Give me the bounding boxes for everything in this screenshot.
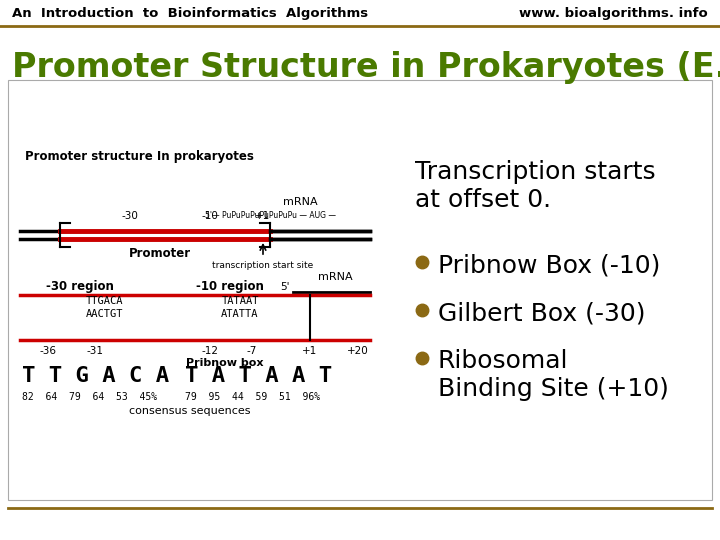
Text: +20: +20	[347, 346, 369, 356]
Text: -30 region: -30 region	[46, 280, 114, 293]
Text: www. bioalgorithms. info: www. bioalgorithms. info	[519, 8, 708, 21]
Text: -7: -7	[247, 346, 257, 356]
Text: An  Introduction  to  Bioinformatics  Algorithms: An Introduction to Bioinformatics Algori…	[12, 8, 368, 21]
Text: ATATTA: ATATTA	[221, 309, 258, 319]
Text: T A T A A T: T A T A A T	[185, 366, 332, 386]
Text: Gilbert Box (-30): Gilbert Box (-30)	[438, 301, 646, 325]
Text: Pribnow box: Pribnow box	[186, 358, 264, 368]
Text: Ribosomal
Binding Site (+10): Ribosomal Binding Site (+10)	[438, 349, 669, 401]
Bar	[8, 80, 712, 500]
Text: 5'— PuPuPuPuPuPuPuPu — AUG —: 5'— PuPuPuPuPuPuPuPu — AUG —	[205, 211, 336, 219]
Text: Promoter structure In prokaryotes: Promoter structure In prokaryotes	[25, 150, 254, 163]
Text: mRNA: mRNA	[283, 197, 318, 207]
Text: -30: -30	[122, 211, 138, 221]
Text: 5': 5'	[280, 282, 289, 292]
Text: T T G A C A: T T G A C A	[22, 366, 169, 386]
Text: Promoter Structure in Prokaryotes (E.Coli): Promoter Structure in Prokaryotes (E.Col…	[12, 51, 720, 84]
Text: +1: +1	[302, 346, 318, 356]
Text: Transcription starts
at offset 0.: Transcription starts at offset 0.	[415, 160, 656, 212]
Text: mRNA: mRNA	[318, 272, 352, 282]
Text: consensus sequences: consensus sequences	[130, 406, 251, 416]
Text: +1: +1	[256, 211, 271, 221]
Text: TTGACA: TTGACA	[86, 296, 124, 306]
Text: TATAAT: TATAAT	[221, 296, 258, 306]
Text: -10: -10	[202, 211, 218, 221]
Text: AACTGT: AACTGT	[86, 309, 124, 319]
Text: 79  95  44  59  51  96%: 79 95 44 59 51 96%	[185, 392, 320, 402]
Text: -10 region: -10 region	[196, 280, 264, 293]
Text: -31: -31	[86, 346, 104, 356]
Text: -12: -12	[202, 346, 218, 356]
Text: transcription start site: transcription start site	[212, 261, 314, 270]
Text: 82  64  79  64  53  45%: 82 64 79 64 53 45%	[22, 392, 157, 402]
Text: Promoter: Promoter	[129, 247, 191, 260]
Text: Pribnow Box (-10): Pribnow Box (-10)	[438, 253, 660, 277]
Text: -36: -36	[40, 346, 56, 356]
